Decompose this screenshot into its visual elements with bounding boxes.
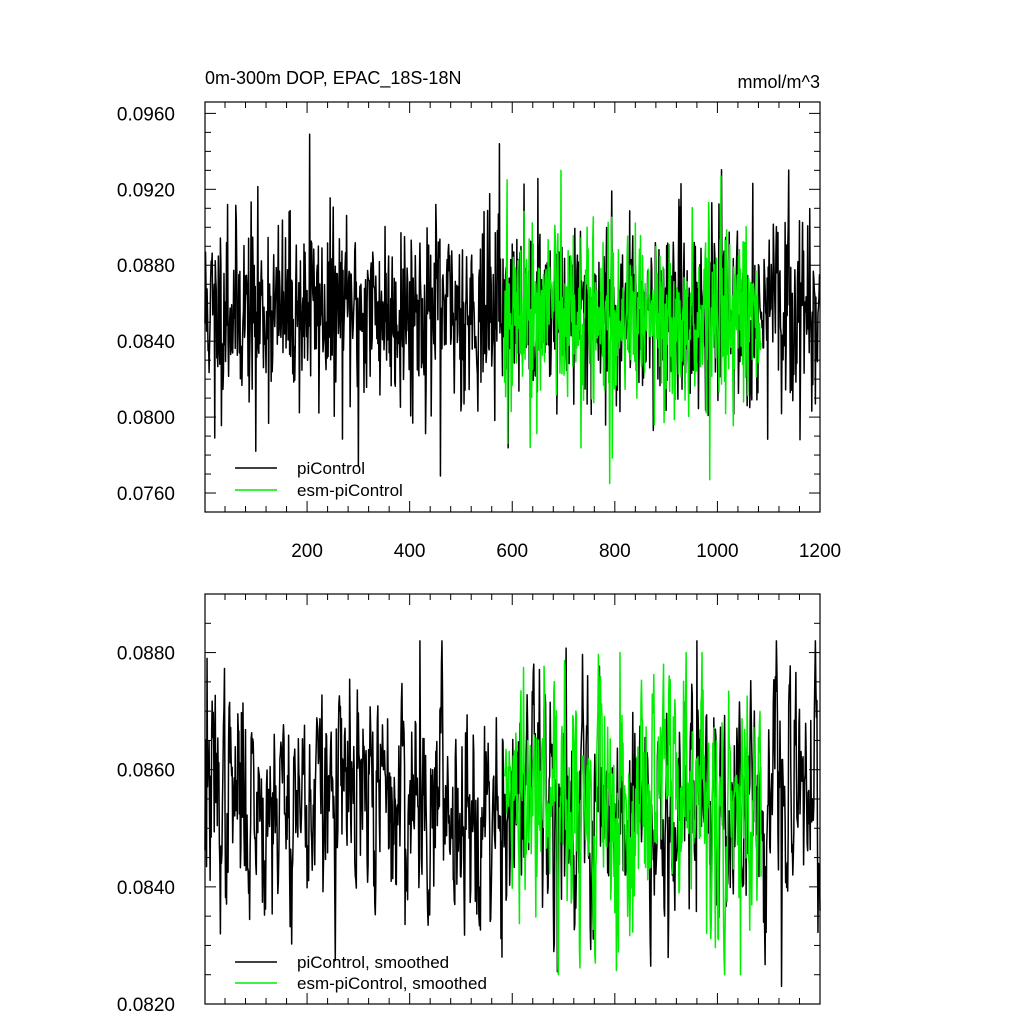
legend-label: esm-piControl, smoothed — [297, 974, 487, 993]
legend-label: piControl, smoothed — [297, 953, 449, 972]
series-line-esm-picontrol-smoothed — [503, 651, 762, 976]
x-tick-label: 800 — [599, 541, 631, 562]
y-tick-label: 0.0840 — [117, 332, 175, 353]
y-tick-label: 0.0820 — [117, 995, 175, 1016]
series-line-esm-picontrol — [503, 169, 762, 485]
x-tick-label: 600 — [496, 541, 528, 562]
y-tick-label: 0.0800 — [117, 408, 175, 429]
y-tick-label: 0.0840 — [117, 878, 175, 899]
y-tick-label: 0.0760 — [117, 484, 175, 505]
legend-label: piControl — [297, 459, 365, 478]
chart-title: 0m-300m DOP, EPAC_18S-18N — [205, 68, 461, 89]
x-tick-label: 1000 — [696, 541, 738, 562]
x-tick-label: 1200 — [799, 541, 841, 562]
x-tick-label: 400 — [394, 541, 426, 562]
bottom-panel: 0.0820 0.0840 0.0860 0.0880 piControl, smoot… — [117, 593, 821, 1016]
units-label: mmol/m^3 — [738, 72, 820, 92]
top-panel: 200 400 600 800 1000 1200 0.0760 0.0800 0.0840 0.… — [117, 101, 841, 562]
y-tick-label: 0.0880 — [117, 644, 175, 665]
y-tick-label: 0.0960 — [117, 104, 175, 125]
y-tick-label: 0.0860 — [117, 761, 175, 782]
x-tick-label: 200 — [291, 541, 323, 562]
legend-label: esm-piControl — [297, 481, 403, 500]
y-tick-label: 0.0880 — [117, 256, 175, 277]
y-tick-label: 0.0920 — [117, 180, 175, 201]
